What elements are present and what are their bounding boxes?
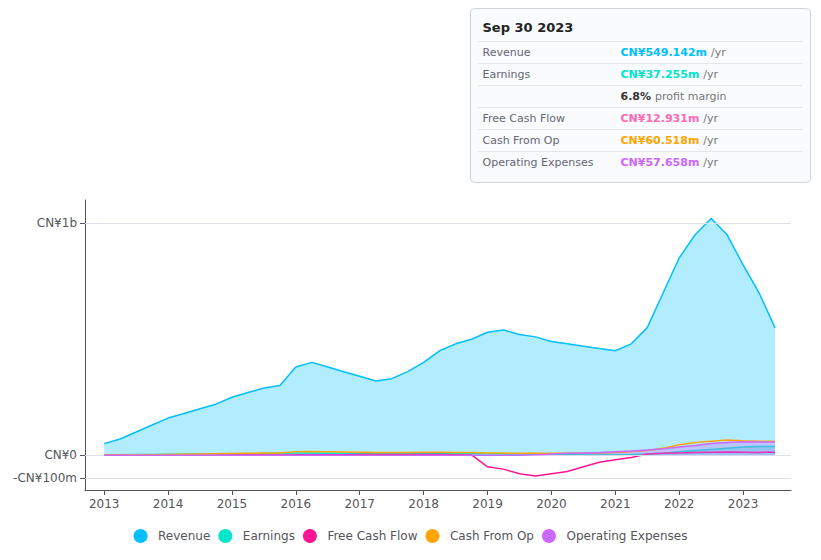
svg-text:CN¥12.931m: CN¥12.931m [621,112,700,125]
svg-text:Earnings: Earnings [243,529,295,543]
svg-text:/yr: /yr [703,112,718,125]
svg-text:2013: 2013 [89,497,120,511]
svg-text:2014: 2014 [153,497,184,511]
svg-text:/yr: /yr [703,156,718,169]
svg-text:CN¥57.658m: CN¥57.658m [621,156,700,169]
svg-text:2020: 2020 [536,497,567,511]
svg-text:Operating Expenses: Operating Expenses [483,156,594,169]
svg-text:CN¥0: CN¥0 [44,448,77,462]
svg-text:/yr: /yr [703,134,718,147]
svg-text:Operating Expenses: Operating Expenses [566,529,687,543]
svg-text:-CN¥100m: -CN¥100m [13,471,77,485]
svg-text:2018: 2018 [408,497,439,511]
svg-text:Free Cash Flow: Free Cash Flow [483,112,566,125]
svg-text:2021: 2021 [600,497,631,511]
svg-text:CN¥1b: CN¥1b [37,216,77,230]
svg-text:Earnings: Earnings [483,68,531,81]
svg-text:CN¥549.142m: CN¥549.142m [621,46,708,59]
svg-text:CN¥60.518m: CN¥60.518m [621,134,700,147]
svg-text:Free Cash Flow: Free Cash Flow [327,529,417,543]
svg-text:2016: 2016 [281,497,312,511]
svg-text:6.8%: 6.8% [621,90,652,103]
svg-text:Cash From Op: Cash From Op [450,529,534,543]
svg-text:2023: 2023 [728,497,759,511]
svg-text:Revenue: Revenue [158,529,210,543]
svg-text:Revenue: Revenue [483,46,531,59]
svg-text:/yr: /yr [703,68,718,81]
svg-text:2019: 2019 [472,497,503,511]
svg-text:2022: 2022 [664,497,695,511]
svg-text:2015: 2015 [217,497,248,511]
svg-text:/yr: /yr [711,46,726,59]
svg-text:Sep 30 2023: Sep 30 2023 [483,20,574,35]
svg-text:CN¥37.255m: CN¥37.255m [621,68,700,81]
svg-text:Cash From Op: Cash From Op [483,134,560,147]
svg-text:profit margin: profit margin [655,90,727,103]
svg-text:2017: 2017 [344,497,375,511]
